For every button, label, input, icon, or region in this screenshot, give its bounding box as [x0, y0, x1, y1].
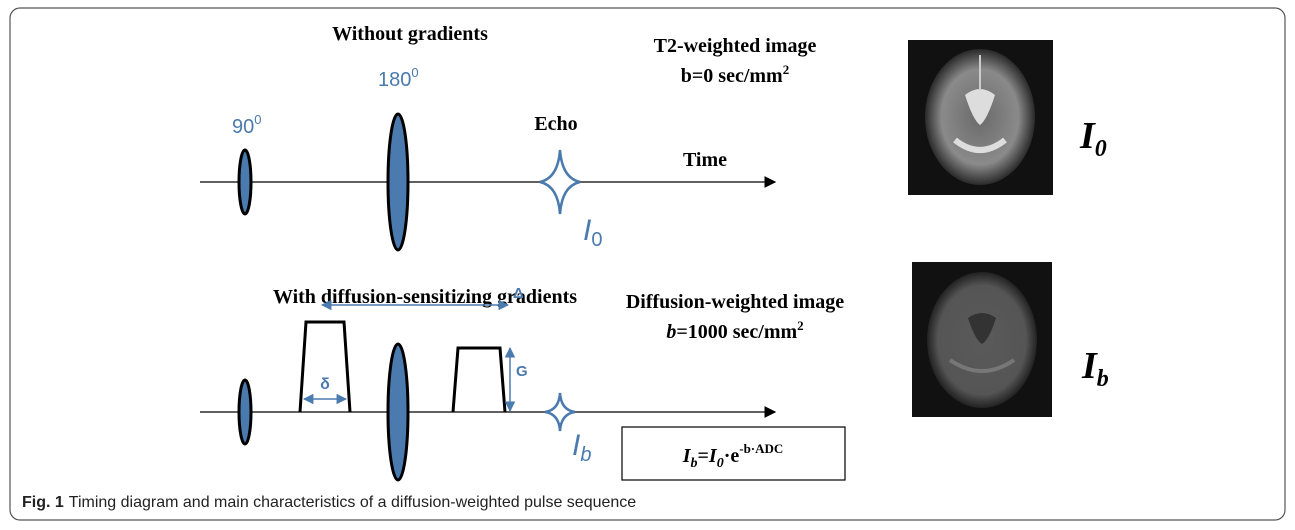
image-title: Diffusion-weighted image: [626, 291, 844, 313]
image-title: T2-weighted image: [654, 35, 817, 57]
equals: =: [697, 445, 708, 467]
label: 180: [378, 69, 411, 91]
top-title: Without gradients: [332, 23, 488, 45]
lhs-subscript: b: [690, 456, 697, 471]
label: 90: [232, 116, 254, 138]
pulse-180: [388, 114, 408, 250]
base: ·e: [724, 445, 740, 467]
subscript: b: [1097, 366, 1109, 392]
symbol: I: [1079, 115, 1096, 157]
delta-big: Δ: [513, 285, 524, 302]
symbol: I: [572, 429, 580, 462]
variable: b: [666, 321, 676, 343]
page: {"top_panel": { "title": "Without gradie…: [0, 0, 1295, 530]
caption-text: Timing diagram and main characteristics …: [69, 494, 637, 511]
image-b: b=0 sec/mm2: [681, 62, 789, 87]
delta-small: δ: [320, 376, 330, 393]
superscript: 0: [254, 112, 261, 127]
subscript: b: [580, 444, 591, 466]
superscript: 2: [797, 318, 804, 333]
pulse-90: [239, 150, 251, 214]
text: b=0 sec/mm: [681, 65, 783, 87]
superscript: 0: [411, 65, 418, 80]
subscript: 0: [1095, 136, 1107, 162]
text: =1000 sec/mm: [676, 321, 797, 343]
time-label: Time: [683, 149, 727, 171]
pulse-180: [388, 344, 408, 480]
caption: Fig. 1 Timing diagram and main characteri…: [22, 494, 636, 511]
caption-label: Fig. 1: [22, 494, 64, 511]
gradient-label: G: [516, 363, 528, 380]
echo-label: Echo: [534, 113, 577, 135]
i0-subscript: 0: [717, 456, 724, 471]
exponent: -b·ADC: [739, 441, 783, 456]
brain-image-t2: [908, 40, 1053, 195]
subscript: 0: [591, 229, 602, 251]
pulse-90: [239, 380, 251, 444]
superscript: 2: [783, 62, 790, 77]
image-b: b=1000 sec/mm2: [666, 318, 803, 343]
figure: Without gradients 900 1800 Echo Time I0 …: [0, 0, 1295, 530]
brain-image-dw: [912, 262, 1052, 417]
symbol: I: [583, 214, 591, 247]
symbol: I: [1081, 345, 1098, 387]
